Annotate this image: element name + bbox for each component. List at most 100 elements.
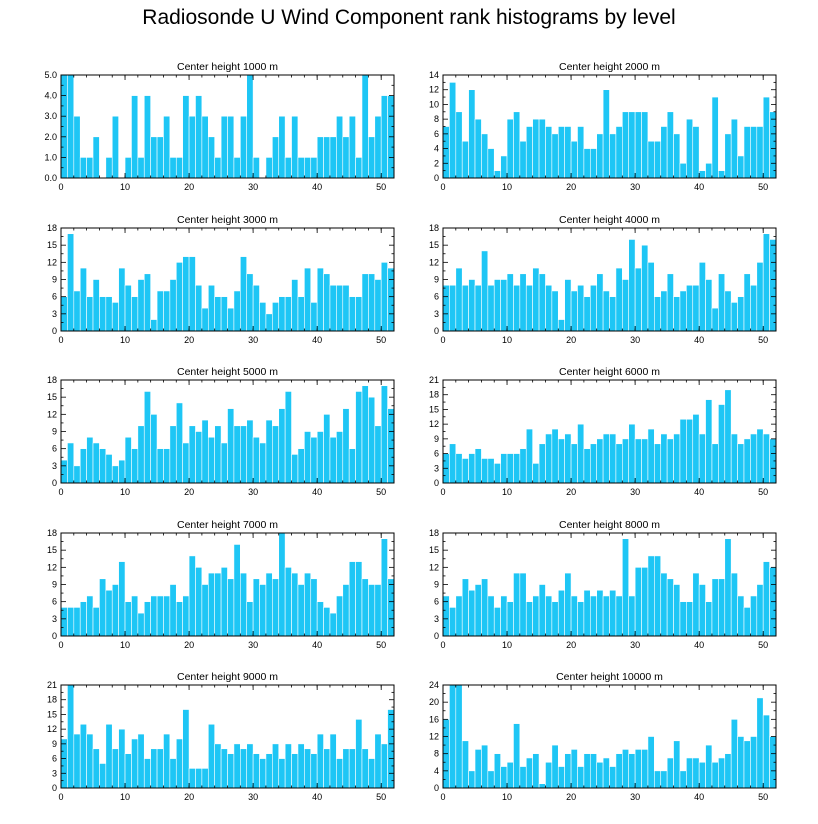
panel-9-xtick-30: 30 (248, 792, 258, 802)
panel-2-bar-21 (577, 126, 585, 179)
panel-7-bar-13 (143, 601, 151, 637)
panel-8-bar-50 (762, 561, 770, 637)
panel-1-bar-8 (111, 115, 119, 179)
panel-1-bar-4 (86, 157, 94, 179)
panel-3-bar-17 (169, 279, 177, 332)
panel-4-bar-45 (730, 302, 738, 332)
panel-7-bar-24 (214, 572, 222, 637)
panel-4-bar-18 (557, 319, 565, 332)
panel-5-bar-43 (336, 431, 344, 484)
panel-2-ytick-5: 10 (429, 99, 439, 109)
panel-8-bar-27 (615, 595, 623, 637)
panel-10-ytick-0: 0 (434, 783, 439, 793)
panel-6-ytick-6: 18 (429, 390, 439, 400)
panel-2-bar-24 (596, 133, 604, 179)
panel-8-bar-26 (609, 589, 617, 637)
panel-10-bar-36 (673, 740, 681, 789)
panel-5-ytick-0: 0 (52, 478, 57, 488)
panel-10-bar-45 (730, 719, 738, 789)
panel-10-title: Center height 10000 m (556, 671, 663, 683)
panel-8-bar-21 (577, 601, 585, 637)
panel-7-ytick-6: 18 (47, 528, 57, 538)
panel-9-bar-6 (99, 763, 107, 789)
panel-1-bar-40 (316, 136, 324, 179)
panel-9-bar-40 (316, 733, 324, 789)
panel-2-bar-12 (519, 140, 527, 179)
panel-5-bar-31 (259, 442, 267, 484)
panel-2-bar-23 (589, 148, 597, 179)
panel-7-bar-39 (310, 578, 318, 637)
panel-3-bar-37 (297, 296, 305, 332)
panel-8-bar-44 (724, 538, 732, 637)
panel-6-bar-17 (551, 428, 559, 484)
panel-9-bar-1 (67, 684, 75, 789)
panel-7-bar-31 (259, 584, 267, 637)
panel-8-ytick-1: 3 (434, 614, 439, 624)
panel-10-bar-31 (641, 749, 649, 789)
panel-1-bar-48 (368, 136, 376, 179)
panel-4-bar-5 (474, 284, 482, 332)
panel-8-bar-10 (506, 601, 514, 637)
panel-5-bar-27 (233, 425, 241, 484)
panel-10-bar-14 (532, 753, 540, 789)
panel-10-bar-17 (551, 744, 559, 789)
panel-7-bar-12 (137, 612, 145, 637)
panel-7-bar-37 (297, 584, 305, 637)
panel-5-bar-46 (355, 391, 363, 484)
panel-9-bar-10 (124, 753, 132, 789)
panel-1-bar-1 (67, 74, 75, 179)
panel-5-bar-0 (60, 459, 68, 484)
panel-9-xtick-0: 0 (58, 792, 63, 802)
panel-8-ytick-2: 6 (434, 597, 439, 607)
panel-4-bar-46 (737, 296, 745, 332)
panel-5-bar-36 (291, 454, 299, 484)
panel-1-bar-22 (201, 115, 209, 179)
panel-5-xtick-0: 0 (58, 487, 63, 497)
panel-3-bar-11 (131, 296, 139, 332)
panel-1-bar-49 (374, 115, 382, 179)
panel-6-bar-8 (493, 463, 501, 484)
panel-7-bar-0 (60, 607, 68, 637)
panel-2-bar-28 (622, 111, 630, 179)
panel-7-bar-50 (380, 538, 388, 637)
panel-9-ytick-6: 18 (47, 695, 57, 705)
panel-7-ytick-3: 9 (52, 580, 57, 590)
panel-9-bar-4 (86, 733, 94, 789)
panel-8-bar-37 (679, 601, 687, 637)
panel-3-bar-45 (348, 296, 356, 332)
panel-5-bar-51 (387, 408, 395, 484)
panel-5-bar-30 (252, 436, 260, 484)
panel-9-bar-25 (220, 748, 228, 789)
panel-7-bar-25 (220, 567, 228, 637)
panel-5-bar-45 (348, 448, 356, 484)
panel-5-bar-26 (227, 408, 235, 484)
panel-3-bar-20 (188, 256, 196, 332)
panel-3-bar-39 (310, 302, 318, 332)
panel-10-bar-22 (583, 753, 591, 789)
panel-7-bar-7 (105, 589, 113, 637)
panel-5-bar-2 (73, 465, 81, 484)
panel-1-bar-23 (207, 136, 215, 179)
panel-1-bar-27 (233, 157, 241, 179)
panel-7-bar-20 (188, 555, 196, 637)
panel-2-bar-18 (557, 126, 565, 179)
panel-6-ytick-7: 21 (429, 375, 439, 385)
panel-2-bar-40 (698, 170, 706, 179)
panel-5-bar-22 (201, 419, 209, 484)
panel-3-bar-50 (380, 262, 388, 332)
panel-4-bar-50 (762, 233, 770, 332)
panel-2-xtick-50: 50 (758, 182, 768, 192)
panel-5-bar-23 (207, 436, 215, 484)
panel-9-bar-28 (240, 748, 248, 789)
panel-9-bar-46 (355, 719, 363, 789)
panel-4-bar-3 (461, 284, 469, 332)
panel-1-bar-35 (284, 157, 292, 179)
panel-5-bar-35 (284, 391, 292, 484)
panel-9-bar-43 (336, 758, 344, 789)
panel-8-bar-42 (711, 578, 719, 637)
panel-10-bar-30 (634, 749, 642, 789)
panel-9-bar-7 (105, 723, 113, 789)
panel-5-bar-9 (118, 459, 126, 484)
panel-8-bar-38 (686, 601, 694, 637)
panel-7-bar-4 (86, 595, 94, 637)
